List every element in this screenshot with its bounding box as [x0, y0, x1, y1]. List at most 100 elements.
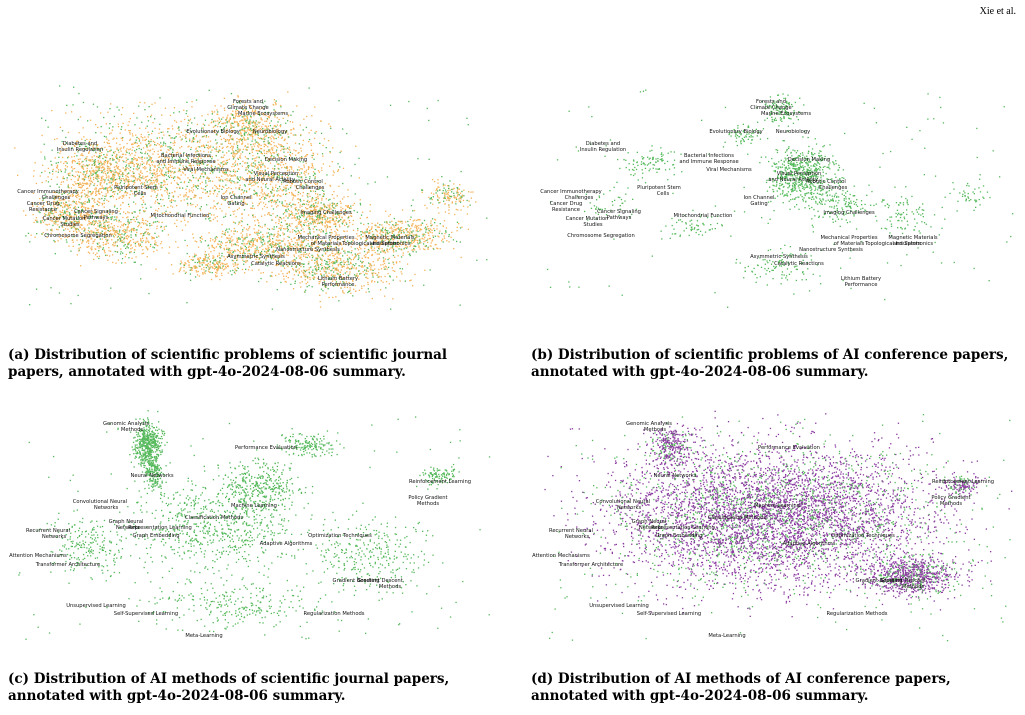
cluster-label: Recurrent Neural [549, 528, 593, 534]
cluster-label: Convolutional Neural [596, 499, 650, 505]
cluster-label: Bacterial Infections [684, 153, 734, 159]
figure-panel-d: Genomic Analysis Methods Performance Evalu… [531, 405, 1023, 715]
cluster-label: Challenges [819, 185, 848, 191]
cluster-label: Asymmetric Synthesis [750, 254, 808, 260]
cluster-label: Methods [121, 427, 143, 433]
cluster-label: Gradient Boosting [856, 578, 903, 584]
cluster-label: Resistance [552, 207, 580, 213]
cluster-label: Visual Perception [254, 171, 299, 177]
cluster-label: Challenges [565, 195, 594, 201]
cluster-label: Attention Mechanisms [532, 553, 590, 559]
cluster-label: and Immune Response [156, 159, 215, 165]
cluster-label: Cancer Mutation [566, 216, 609, 222]
cluster-label: Nanostructure Synthesis [276, 247, 340, 253]
cluster-label: Mechanical Properties [297, 235, 354, 241]
cluster-label: Imaging Challenges [300, 210, 352, 216]
scatter-plot-d: Genomic Analysis Methods Performance Evalu… [531, 405, 1023, 650]
cluster-label: Topological Insulators [864, 241, 921, 247]
cluster-label: Gradient Boosting [333, 578, 380, 584]
cluster-label: Pathways [84, 215, 109, 221]
cluster-label: Mitochondrial Function [674, 213, 733, 219]
cluster-label: Self-Supervised Learning [114, 611, 178, 617]
cluster-label: Magnetic Materials [888, 235, 937, 241]
cluster-label: Chromosome Segregation [567, 233, 635, 239]
cluster-label: and Immune Response [679, 159, 738, 165]
cluster-label: Viral Mechanisms [706, 167, 752, 173]
running-header: Xie et al. [979, 6, 1016, 17]
cluster-label: Diabetes and [586, 141, 620, 147]
cluster-label: Challenges [42, 195, 71, 201]
caption-b: (b) Distribution of scientific problems … [531, 347, 1009, 380]
cluster-label: Cancer Drug [550, 201, 583, 207]
cluster-label: Marine Ecosystems [761, 111, 811, 117]
cluster-label: Ion Channel [744, 195, 775, 201]
cluster-label: Nanostructure Synthesis [799, 247, 863, 253]
cluster-label: Optimization Techniques [831, 533, 895, 539]
cluster-label: and Neural Activity [245, 177, 295, 183]
cluster-label: Decision Making [788, 157, 830, 163]
cluster-label: Networks [116, 525, 141, 531]
cluster-label: Optimization Techniques [308, 533, 372, 539]
cluster-label: Graph Embedding [656, 533, 703, 539]
cluster-label: Genomic Analysis [103, 421, 149, 427]
cluster-label: Performance [845, 282, 878, 288]
cluster-label: Representation Learning [128, 525, 192, 531]
cluster-label: Adaptive Algorithms [260, 541, 313, 547]
cluster-label: of Materials [834, 241, 865, 247]
cluster-label: Neurobiology [776, 129, 810, 135]
cluster-label: Pluripotent Stem [114, 185, 158, 191]
cluster-label: Machine Learning [754, 503, 800, 509]
cluster-label: Pathways [607, 215, 632, 221]
cluster-label: Regularization Methods [827, 611, 888, 617]
cluster-label: Lithium Battery [841, 276, 881, 282]
cluster-label: Methods [417, 501, 439, 507]
cluster-label: and Spintronics [370, 241, 411, 247]
cluster-label: Methods [644, 427, 666, 433]
cluster-label: Adaptive Algorithms [783, 541, 836, 547]
figure-panel-b: Forests and Climate Change Marine Ecosyste… [531, 65, 1023, 385]
cluster-label: Insulin Regulation [57, 147, 103, 153]
cluster-label: Reinforcement Learning [409, 479, 471, 485]
cluster-label: Viral Mechanisms [183, 167, 229, 173]
cluster-label: Bacterial Infections [161, 153, 211, 159]
cluster-label: Networks [42, 534, 67, 540]
cluster-label: Cancer Signaling [597, 209, 641, 215]
cluster-label: Convolutional Neural [73, 499, 127, 505]
cluster-label: Catalytic Reactions [251, 261, 301, 267]
cluster-label: Graph Neural [109, 519, 144, 525]
figure-panel-c: Genomic Analysis Methods Performance Evalu… [8, 405, 500, 715]
cluster-label: Asymmetric Synthesis [227, 254, 285, 260]
cluster-label: Studies [583, 222, 603, 228]
cluster-label: Cells [134, 191, 147, 197]
scatter-plot-a: Forests and Climate Change Marine Ecosyste… [8, 65, 500, 320]
figure-panel-a: Forests and Climate Change Marine Ecosyste… [8, 65, 500, 385]
cluster-label: Mechanical Properties [820, 235, 877, 241]
cluster-label: Policy Gradient [408, 495, 447, 501]
cluster-label: Cells [657, 191, 670, 197]
cluster-label: Cancer Immunotherapy [540, 189, 602, 195]
cluster-label: Gradient Descent [357, 578, 402, 584]
cluster-label: Catalytic Reactions [774, 261, 824, 267]
cluster-label: Methods [902, 584, 924, 590]
cluster-label: Diabetes and [63, 141, 97, 147]
cluster-label: and Neural Activity [768, 177, 818, 183]
cluster-label: Regularization Methods [304, 611, 365, 617]
cluster-label: Neural Networks [653, 473, 696, 479]
cluster-label: Performance Evaluation [758, 445, 820, 451]
cluster-label: Magnetic Materials [365, 235, 414, 241]
cluster-label: Gating [750, 201, 767, 207]
cluster-label: Neurobiology [253, 129, 287, 135]
cluster-label: Lithium Battery [318, 276, 358, 282]
cluster-label: Recurrent Neural [26, 528, 70, 534]
cluster-label: Insulin Regulation [580, 147, 626, 153]
cluster-label: Classification Methods [185, 515, 243, 521]
cluster-label: Forests and [233, 99, 263, 105]
cluster-label: Unsupervised Learning [589, 603, 649, 609]
cluster-label: Meta-Learning [708, 633, 745, 639]
cluster-label: Self-Supervised Learning [637, 611, 701, 617]
cluster-label: Methods [379, 584, 401, 590]
